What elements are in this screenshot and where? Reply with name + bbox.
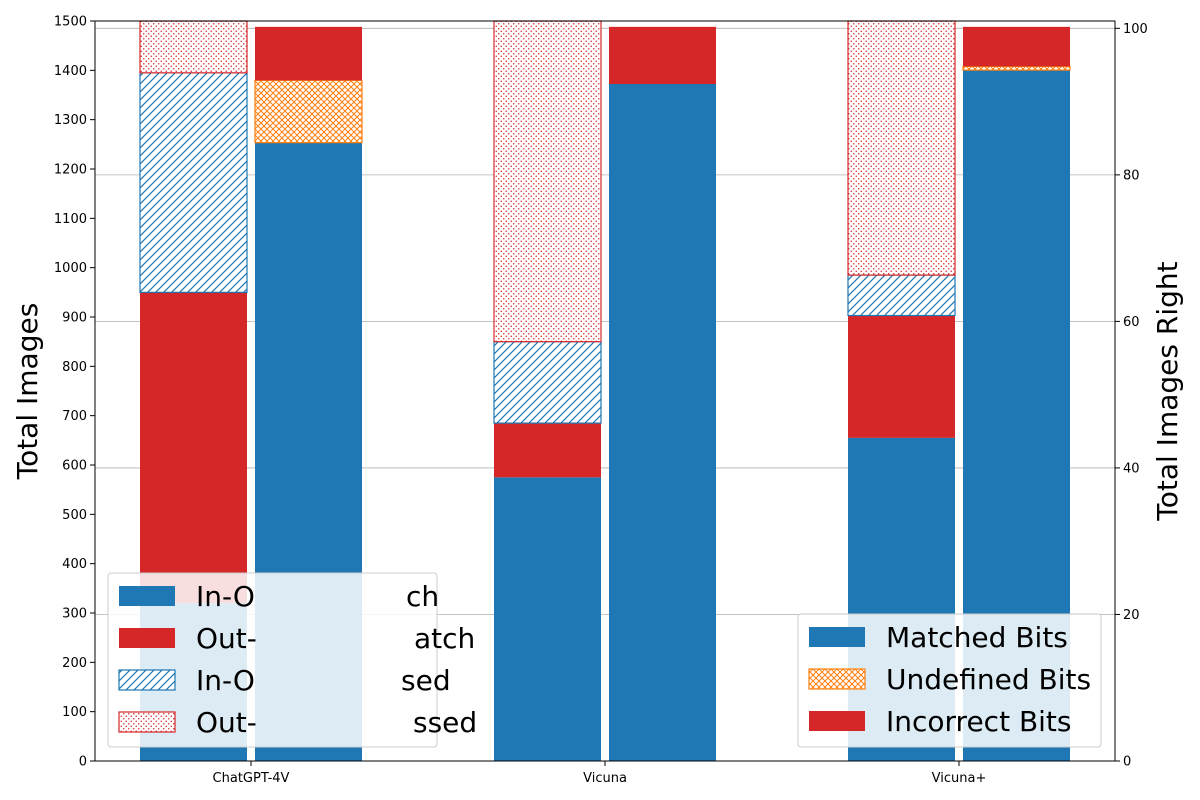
y-axis-title-right: Total Images Right — [1151, 261, 1184, 521]
bar-segment — [255, 26, 362, 81]
y-tick-label-left: 100 — [62, 705, 87, 720]
bar-segment — [493, 20, 602, 343]
legend-frame — [107, 572, 438, 748]
legend-swatch — [118, 669, 176, 691]
legend-left: In-O ch Out-atch In-O sed Out-ssed — [107, 572, 477, 748]
legend-swatch — [118, 711, 176, 733]
legend-label: Out- — [196, 706, 257, 739]
y-tick-label-right: 40 — [1123, 461, 1140, 476]
legend-label: Out- — [196, 622, 257, 655]
y-tick-label-left: 600 — [62, 459, 87, 474]
bar-segment — [609, 26, 716, 85]
bar-segment — [140, 292, 247, 604]
bar-segment — [609, 84, 716, 762]
y-tick-label-left: 1500 — [54, 15, 87, 30]
bar-segment — [847, 274, 956, 317]
y-tick-label-left: 1100 — [54, 212, 87, 227]
legend-label-tail: ch — [406, 580, 439, 613]
y-tick-label-left: 900 — [62, 311, 87, 326]
y-tick-label-left: 0 — [79, 755, 87, 770]
legend-swatch — [809, 711, 865, 731]
legend-swatch — [119, 586, 175, 606]
legend-swatch — [119, 628, 175, 648]
bar-segment — [139, 72, 248, 293]
legend-swatch — [808, 668, 866, 690]
y-axis-title-left: Total Images — [11, 303, 44, 481]
y-tick-label-left: 500 — [62, 508, 87, 523]
x-tick-label: Vicuna — [583, 771, 627, 786]
y-tick-label-right: 0 — [1123, 755, 1131, 770]
legend-label-tail: atch — [414, 622, 475, 655]
y-tick-label-right: 80 — [1123, 168, 1140, 183]
y-tick-label-right: 100 — [1123, 22, 1148, 37]
y-tick-label-left: 1000 — [54, 261, 87, 276]
bar-segment — [494, 423, 601, 478]
bar-segment — [139, 20, 248, 74]
y-tick-label-left: 200 — [62, 656, 87, 671]
bar-segment — [494, 477, 601, 761]
y-tick-label-right: 20 — [1123, 608, 1140, 623]
legend-label-tail: sed — [401, 664, 451, 697]
legend-label: Matched Bits — [886, 621, 1068, 654]
y-tick-label-left: 1400 — [54, 64, 87, 79]
x-tick-label: Vicuna+ — [932, 771, 987, 786]
bar-segment — [848, 315, 955, 438]
y-tick-label-left: 1200 — [54, 163, 87, 178]
legend-swatch — [809, 627, 865, 647]
y-tick-label-left: 700 — [62, 409, 87, 424]
bar-segment — [963, 26, 1070, 67]
bar-segment — [847, 20, 956, 276]
legend-label: In-O — [196, 580, 255, 613]
y-tick-label-left: 300 — [62, 607, 87, 622]
bar-segment — [254, 79, 363, 144]
legend-label: In-O — [196, 664, 255, 697]
axes: 0100200300400500600700800900100011001200… — [54, 15, 1148, 787]
legend-label-tail: ssed — [413, 706, 477, 739]
legend-label: Incorrect Bits — [886, 705, 1072, 738]
legend-right: Matched Bits Undefined Bits Incorrect Bits — [797, 613, 1102, 748]
bar-segment — [493, 341, 602, 424]
x-tick-label: ChatGPT-4V — [213, 771, 290, 786]
legend-label: Undefined Bits — [886, 663, 1091, 696]
bar-segment — [962, 65, 1071, 71]
y-tick-label-right: 60 — [1123, 315, 1140, 330]
legend-frame — [797, 613, 1102, 748]
y-tick-label-left: 1300 — [54, 113, 87, 128]
y-tick-label-left: 400 — [62, 557, 87, 572]
y-tick-label-left: 800 — [62, 360, 87, 375]
